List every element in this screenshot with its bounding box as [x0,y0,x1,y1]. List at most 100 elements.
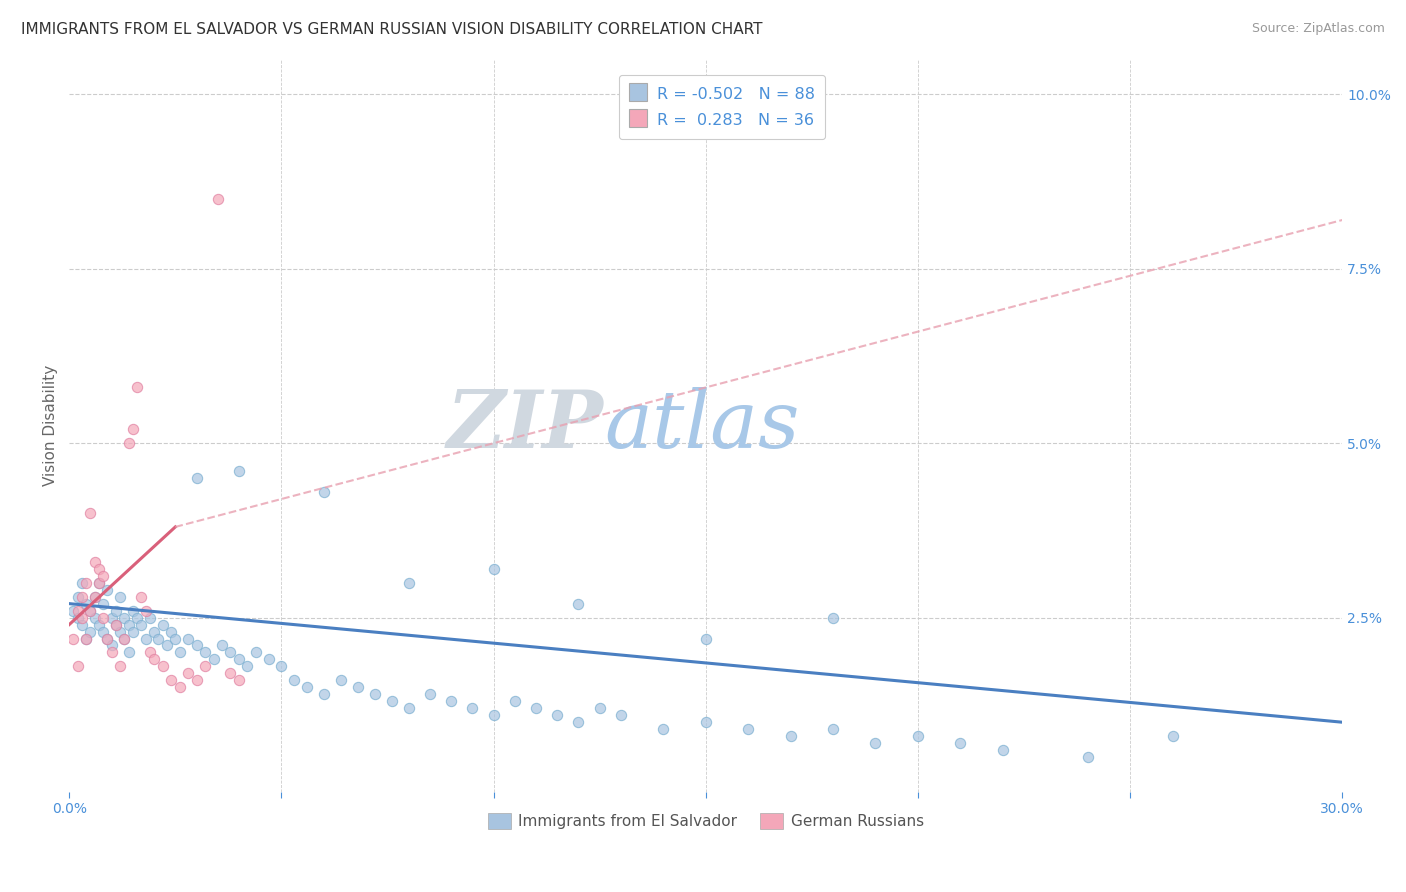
Text: IMMIGRANTS FROM EL SALVADOR VS GERMAN RUSSIAN VISION DISABILITY CORRELATION CHAR: IMMIGRANTS FROM EL SALVADOR VS GERMAN RU… [21,22,762,37]
Point [91,610,114,624]
Point [156,639,179,653]
Point [949,736,972,750]
Point [104,617,127,632]
Point [79,624,101,639]
Point [245,645,267,659]
Point [865,736,887,750]
Point [907,729,929,743]
Point [186,673,208,688]
Point [112,632,135,646]
Point [131,617,153,632]
Point [87,575,110,590]
Point [152,659,174,673]
Point [122,604,145,618]
Point [83,590,105,604]
Point [112,632,135,646]
Point [364,687,387,701]
Point [87,562,110,576]
Point [186,639,208,653]
Point [652,722,675,736]
Point [135,632,157,646]
Point [96,582,118,597]
Point [169,681,191,695]
Point [419,687,441,701]
Point [79,604,101,618]
Point [112,610,135,624]
Point [143,652,166,666]
Point [139,610,162,624]
Point [567,597,589,611]
Point [381,694,404,708]
Point [821,722,844,736]
Point [100,645,122,659]
Text: ZIP: ZIP [447,387,605,465]
Point [75,597,97,611]
Point [117,617,139,632]
Point [108,590,131,604]
Point [62,632,84,646]
Point [131,590,153,604]
Point [66,659,89,673]
Point [177,632,200,646]
Point [66,604,89,618]
Y-axis label: Vision Disability: Vision Disability [44,365,58,486]
Legend: Immigrants from El Salvador, German Russians: Immigrants from El Salvador, German Russ… [482,807,929,836]
Point [96,632,118,646]
Point [1077,750,1099,764]
Point [991,743,1014,757]
Point [79,506,101,520]
Point [91,568,114,582]
Point [75,632,97,646]
Point [79,604,101,618]
Point [108,624,131,639]
Text: atlas: atlas [605,387,799,465]
Point [122,422,145,436]
Point [737,722,759,736]
Point [482,562,505,576]
Point [461,701,484,715]
Point [75,632,97,646]
Point [139,645,162,659]
Point [589,701,612,715]
Point [87,575,110,590]
Point [100,639,122,653]
Point [567,715,589,730]
Point [194,659,217,673]
Point [236,659,259,673]
Point [83,590,105,604]
Point [127,380,149,394]
Point [482,708,505,723]
Point [228,673,250,688]
Point [228,652,250,666]
Point [62,604,84,618]
Point [329,673,352,688]
Point [346,681,368,695]
Point [695,632,717,646]
Point [610,708,633,723]
Point [202,652,225,666]
Point [295,681,318,695]
Point [524,701,547,715]
Point [165,632,187,646]
Point [83,555,105,569]
Text: Source: ZipAtlas.com: Source: ZipAtlas.com [1251,22,1385,36]
Point [186,471,208,485]
Point [66,590,89,604]
Point [546,708,568,723]
Point [219,645,242,659]
Point [440,694,463,708]
Point [312,485,335,500]
Point [117,645,139,659]
Point [160,624,183,639]
Point [503,694,526,708]
Point [270,659,292,673]
Point [117,436,139,450]
Point [148,632,170,646]
Point [211,639,233,653]
Point [312,687,335,701]
Point [70,610,93,624]
Point [228,464,250,478]
Point [70,590,93,604]
Point [160,673,183,688]
Point [194,645,217,659]
